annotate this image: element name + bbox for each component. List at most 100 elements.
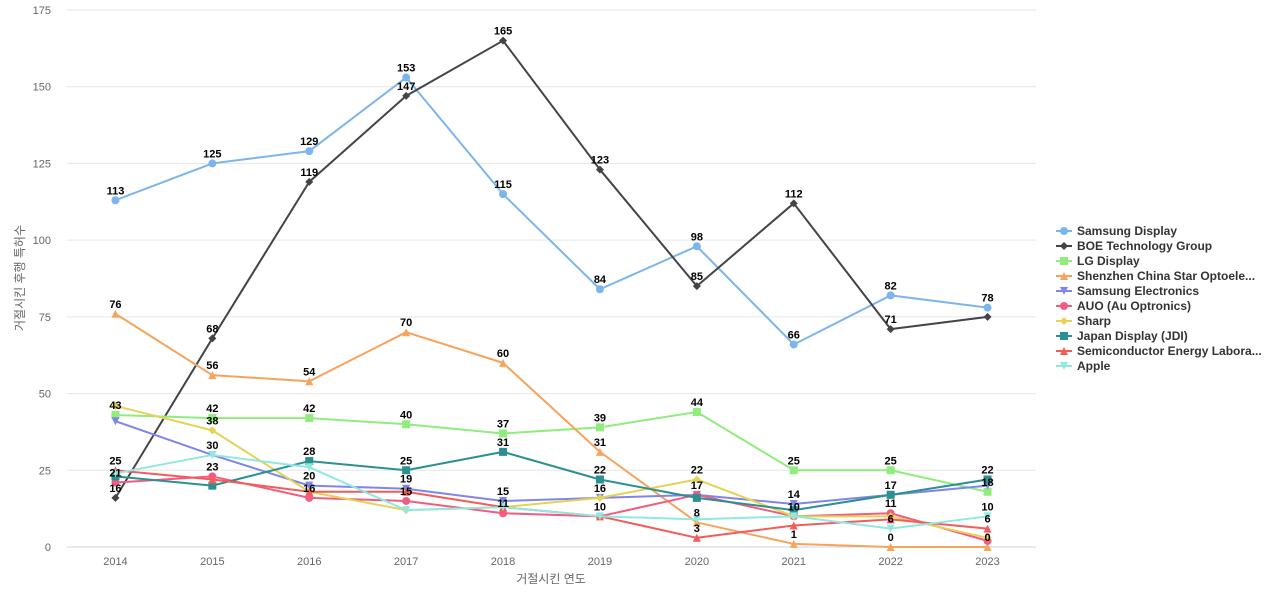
data-point[interactable] — [789, 539, 798, 548]
data-point[interactable] — [499, 358, 508, 367]
data-point[interactable] — [692, 407, 701, 416]
data-point[interactable] — [789, 340, 798, 349]
data-point[interactable] — [208, 481, 217, 490]
data-point[interactable] — [208, 159, 217, 168]
data-point[interactable] — [305, 414, 314, 423]
data-point[interactable] — [983, 312, 992, 321]
data-point[interactable] — [983, 481, 992, 490]
data-point[interactable] — [886, 515, 895, 524]
data-point[interactable] — [111, 493, 120, 502]
data-point[interactable] — [208, 334, 217, 343]
data-point[interactable] — [789, 506, 798, 515]
data-point[interactable] — [499, 36, 508, 45]
data-point[interactable] — [499, 429, 508, 438]
data-point[interactable] — [111, 309, 120, 318]
data-point[interactable] — [595, 512, 604, 521]
data-point[interactable] — [305, 147, 314, 156]
data-point[interactable] — [208, 414, 217, 423]
data-point[interactable] — [402, 496, 411, 505]
data-point[interactable] — [305, 177, 314, 186]
data-point[interactable] — [305, 481, 314, 490]
data-point[interactable] — [789, 521, 798, 530]
data-label: 39 — [594, 412, 606, 424]
legend-item[interactable]: Samsung Display — [1056, 224, 1177, 238]
data-point[interactable] — [305, 377, 314, 386]
data-point[interactable] — [983, 303, 992, 312]
data-point[interactable] — [499, 509, 508, 518]
data-point[interactable] — [208, 450, 217, 459]
legend-marker[interactable] — [1060, 362, 1068, 370]
legend-item[interactable]: LG Display — [1056, 254, 1140, 268]
legend-marker[interactable] — [1060, 227, 1068, 235]
data-point[interactable] — [499, 503, 508, 512]
data-point[interactable] — [789, 500, 798, 509]
data-point[interactable] — [595, 285, 604, 294]
legend-item[interactable]: Samsung Electronics — [1056, 284, 1199, 298]
legend-marker[interactable] — [1060, 347, 1068, 355]
data-point[interactable] — [595, 493, 604, 502]
legend-marker[interactable] — [1060, 257, 1068, 265]
legend-item[interactable]: Japan Display (JDI) — [1056, 329, 1188, 343]
data-point[interactable] — [499, 496, 508, 505]
data-point[interactable] — [886, 325, 895, 334]
legend-marker[interactable] — [1060, 332, 1068, 340]
data-point[interactable] — [789, 512, 798, 521]
data-point[interactable] — [595, 165, 604, 174]
data-point[interactable] — [111, 478, 120, 487]
data-point[interactable] — [402, 487, 411, 496]
legend-marker[interactable] — [1060, 302, 1068, 310]
legend-marker[interactable] — [1060, 272, 1068, 280]
data-point[interactable] — [692, 493, 701, 502]
data-point[interactable] — [402, 91, 411, 100]
legend-item[interactable]: Apple — [1056, 359, 1111, 373]
data-point[interactable] — [789, 199, 798, 208]
data-point[interactable] — [886, 466, 895, 475]
legend-item[interactable]: AUO (Au Optronics) — [1056, 299, 1191, 313]
data-point[interactable] — [692, 475, 701, 484]
data-point[interactable] — [402, 466, 411, 475]
data-point[interactable] — [402, 506, 411, 515]
data-point[interactable] — [886, 524, 895, 533]
legend-item[interactable]: BOE Technology Group — [1056, 239, 1212, 253]
data-point[interactable] — [111, 196, 120, 205]
legend-marker[interactable] — [1060, 287, 1068, 295]
data-point[interactable] — [402, 73, 411, 82]
data-point[interactable] — [983, 524, 992, 533]
legend-marker[interactable] — [1060, 242, 1068, 250]
data-point[interactable] — [305, 463, 314, 472]
data-point[interactable] — [789, 466, 798, 475]
data-point[interactable] — [983, 487, 992, 496]
legend-item[interactable]: Sharp — [1056, 314, 1111, 328]
data-point[interactable] — [983, 475, 992, 484]
legend-item[interactable]: Semiconductor Energy Labora... — [1056, 344, 1262, 358]
data-point[interactable] — [983, 533, 992, 542]
data-point[interactable] — [983, 512, 992, 521]
data-point[interactable] — [886, 291, 895, 300]
legend-item[interactable]: Shenzhen China Star Optoele... — [1056, 269, 1255, 283]
data-point[interactable] — [886, 543, 895, 551]
data-point[interactable] — [208, 426, 217, 435]
data-point[interactable] — [595, 447, 604, 456]
data-point[interactable] — [886, 490, 895, 499]
data-point[interactable] — [499, 447, 508, 456]
data-point[interactable] — [692, 515, 701, 524]
data-point[interactable] — [983, 543, 992, 551]
data-point[interactable] — [692, 533, 701, 542]
data-point[interactable] — [305, 493, 314, 502]
data-point[interactable] — [111, 469, 120, 478]
data-point[interactable] — [499, 190, 508, 199]
data-point[interactable] — [402, 328, 411, 337]
data-point[interactable] — [402, 420, 411, 429]
data-point[interactable] — [305, 487, 314, 496]
data-point[interactable] — [111, 417, 120, 426]
data-point[interactable] — [208, 475, 217, 484]
data-point[interactable] — [111, 401, 120, 410]
legend-marker[interactable] — [1060, 317, 1068, 325]
data-point[interactable] — [111, 411, 120, 420]
data-point[interactable] — [692, 282, 701, 291]
data-point[interactable] — [595, 423, 604, 432]
data-point[interactable] — [595, 475, 604, 484]
data-point[interactable] — [208, 371, 217, 380]
data-point[interactable] — [692, 242, 701, 251]
data-point[interactable] — [305, 457, 314, 466]
